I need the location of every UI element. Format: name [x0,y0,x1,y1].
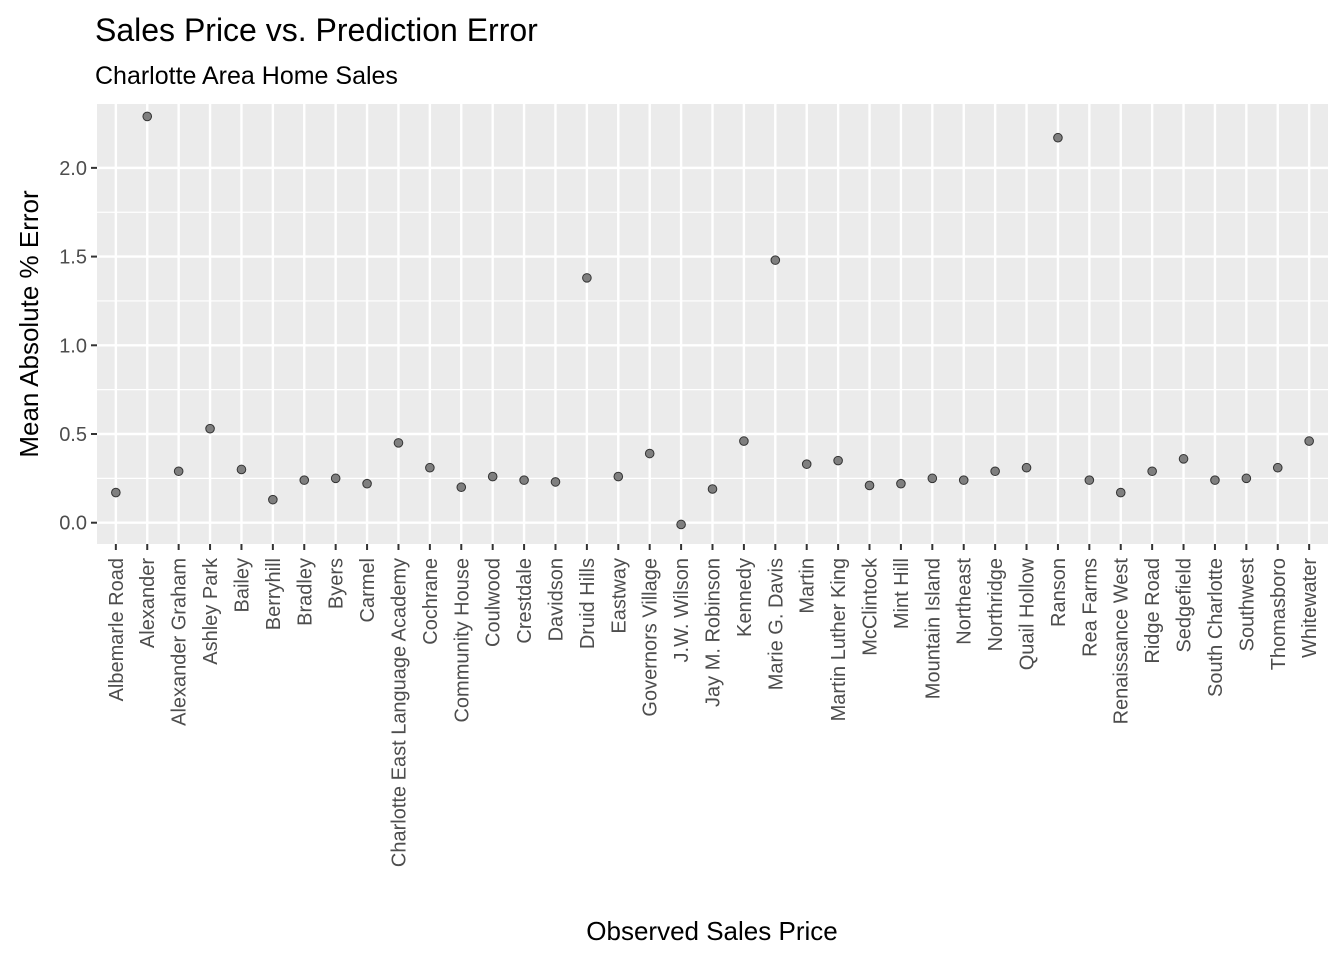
x-tick-label: Eastway [608,558,630,634]
data-point [236,464,247,475]
chart-subtitle: Charlotte Area Home Sales [95,62,398,90]
x-tick-label: Carmel [357,558,379,622]
x-tick-label: Community House [451,558,473,723]
y-tick-label: 0.0 [59,513,87,535]
x-tick-label: Ashley Park [200,557,222,665]
data-point [801,459,812,469]
data-point [425,462,435,473]
x-tick-label: Kennedy [734,558,756,637]
x-tick-label: South Charlotte [1205,558,1227,697]
data-point [1053,132,1063,143]
y-axis: 0.0 0.5 1.0 1.5 2.0 [59,158,97,535]
data-point [393,438,404,448]
x-tick-label: Berryhill [263,558,285,630]
x-tick-label: Bradley [294,558,316,626]
x-tick-label: Mountain Island [922,558,944,699]
x-tick-label: J.W. Wilson [671,558,693,662]
x-tick-label: Cochrane [420,558,442,645]
data-point [1210,475,1220,485]
x-tick-label: Albemarle Road [106,558,128,701]
y-tick-label: 0.5 [59,424,87,446]
data-point [833,455,843,466]
data-point [613,471,624,482]
x-tick-label: Ranson [1048,558,1070,627]
data-point [739,436,749,446]
data-point [111,487,121,498]
x-tick-label: Mint Hill [891,558,913,629]
data-point [1304,436,1314,446]
x-tick-label: Whitewater [1299,558,1321,658]
data-point [456,482,467,493]
data-point [770,255,781,265]
y-tick-label: 1.5 [59,247,87,269]
data-point [362,478,372,489]
x-tick-label: Marie G. Davis [765,558,787,690]
data-point [519,475,529,485]
chart-title: Sales Price vs. Prediction Error [95,12,538,48]
data-point [330,473,341,484]
x-tick-label: Druid Hills [577,558,599,649]
data-point [268,494,278,505]
x-tick-label: Bailey [231,558,253,612]
x-tick-label: Northeast [954,558,976,645]
data-point [205,423,215,434]
data-point [1115,487,1126,498]
data-point [487,471,498,482]
x-tick-label: Crestdale [514,558,536,644]
y-tick-label: 1.0 [59,335,87,357]
x-tick-label: McClintock [860,557,882,656]
x-tick-label: Northridge [985,558,1007,651]
x-tick-label: Thomasboro [1268,558,1290,670]
x-tick-label: Davidson [545,558,567,641]
data-point [550,477,561,487]
y-axis-title: Mean Absolute % Error [14,190,44,458]
x-tick-label: Alexander [137,558,159,648]
x-tick-label: Byers [326,558,348,609]
data-point [1147,466,1157,477]
y-tick-label: 2.0 [59,158,87,180]
x-tick-label: Jay M. Robinson [703,558,725,707]
x-axis: Albemarle Road Alexander Alexander Graham A… [106,544,1321,867]
data-point [142,111,153,122]
data-point [990,466,1000,477]
data-point [1084,475,1095,485]
x-tick-label: Rea Farms [1079,558,1101,657]
x-tick-label: Martin Luther King [828,558,850,721]
x-tick-label: Alexander Graham [169,558,191,726]
data-point [707,484,718,494]
x-axis-title: Observed Sales Price [586,916,837,946]
x-tick-label: Coulwood [483,558,505,647]
data-points [111,111,1314,530]
x-tick-label: Charlotte East Language Academy [388,558,410,867]
x-tick-label: Governors Village [640,558,662,717]
data-point [958,475,969,485]
x-tick-label: Martin [797,558,819,614]
data-point [927,473,938,484]
data-point [173,466,184,477]
data-point [1241,473,1252,484]
x-tick-label: Quail Hollow [1017,557,1039,670]
data-point [864,480,875,491]
data-point [1178,454,1189,464]
data-point [299,475,310,485]
data-point [582,273,592,283]
data-point [896,478,906,489]
x-tick-label: Southwest [1236,558,1258,652]
x-tick-label: Ridge Road [1142,558,1164,664]
x-tick-label: Sedgefield [1174,558,1196,653]
data-point [1272,462,1283,473]
x-tick-label: Renaissance West [1111,558,1133,725]
data-point [1021,462,1032,473]
data-point [644,448,655,459]
data-point [676,519,686,530]
